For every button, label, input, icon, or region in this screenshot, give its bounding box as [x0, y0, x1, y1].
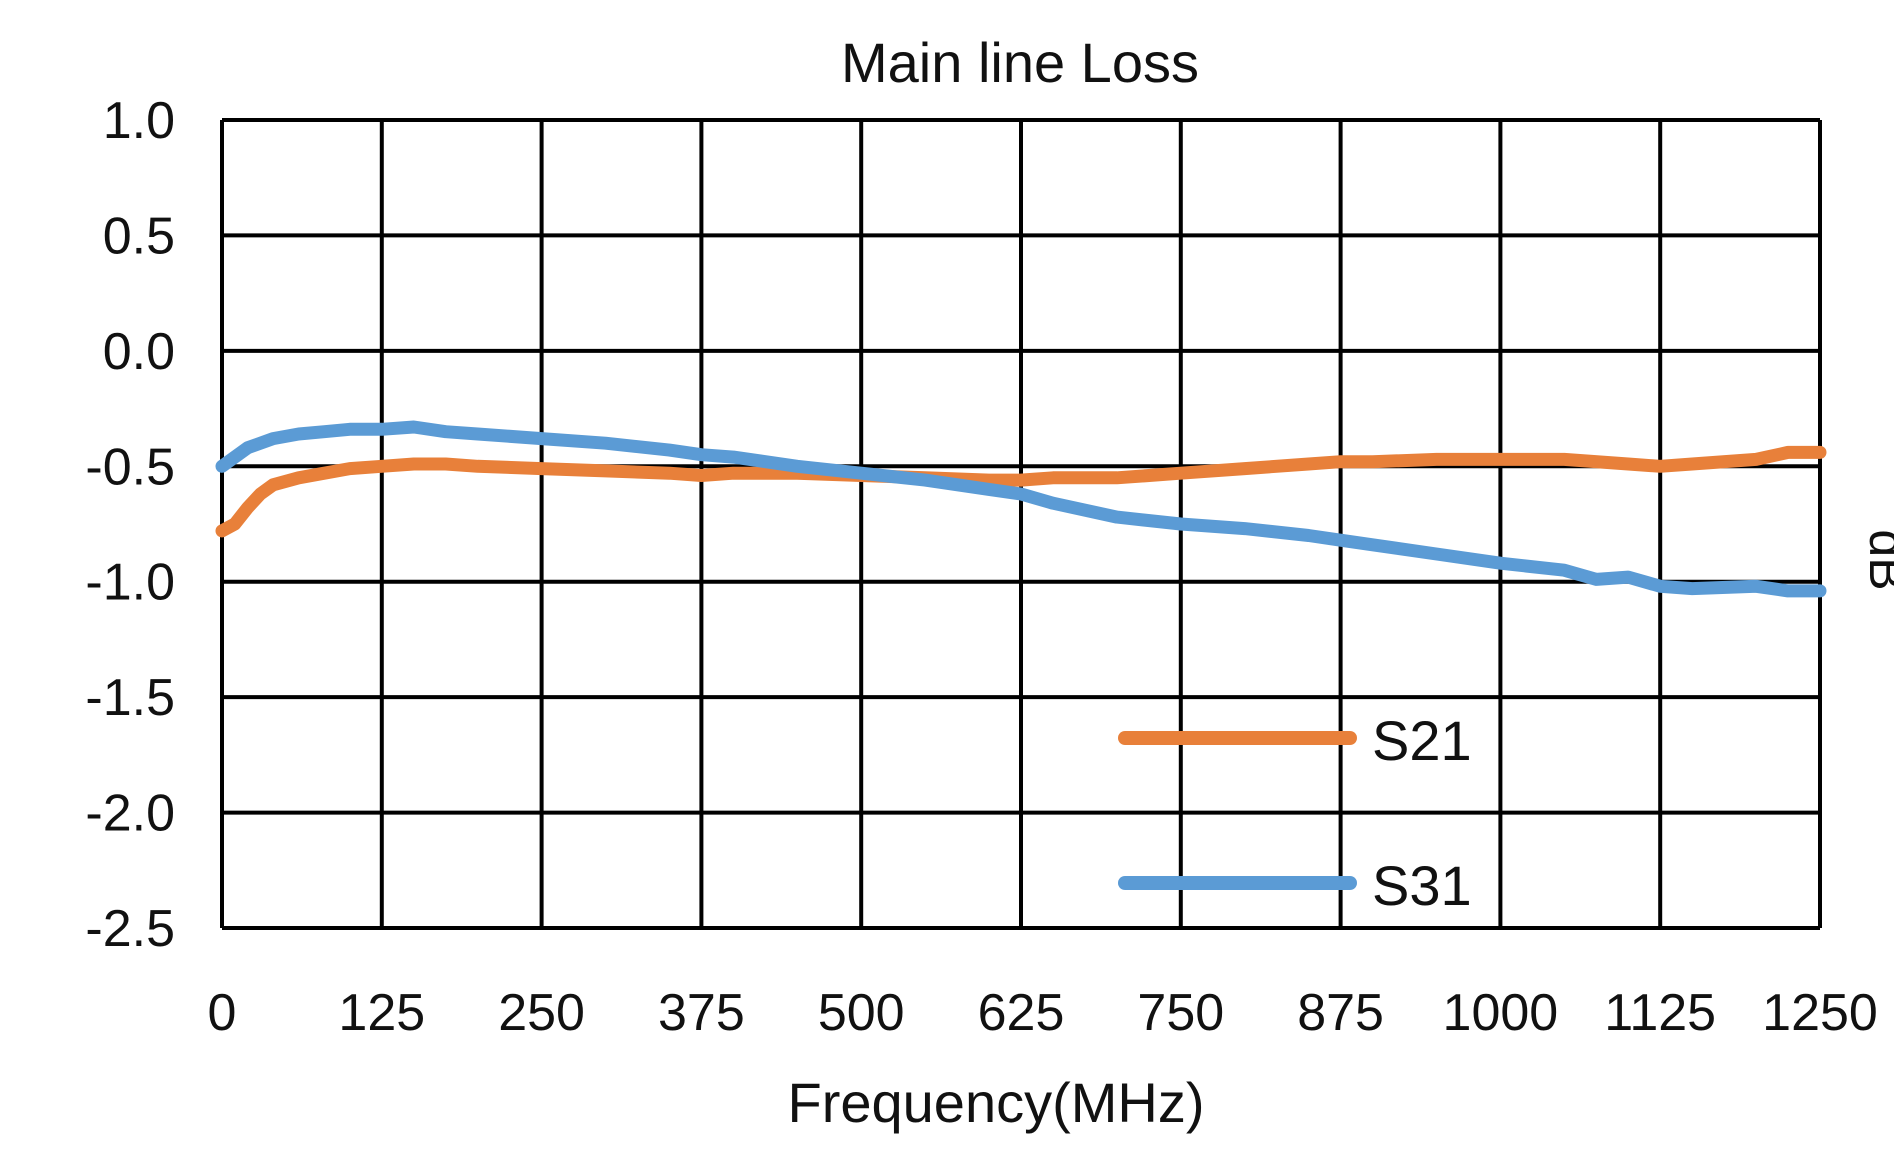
y-tick-label: -2.5: [85, 900, 175, 958]
chart-title: Main line Loss: [841, 31, 1199, 94]
x-tick-label: 375: [658, 984, 745, 1042]
legend-label-s21: S21: [1372, 709, 1472, 772]
y-tick-label: 0.5: [103, 207, 175, 265]
y-axis-label: dB: [1859, 529, 1894, 590]
y-tick-label: 0.0: [103, 323, 175, 381]
legend: S21 S31: [1118, 709, 1472, 917]
y-axis-ticks: 1.0 0.5 0.0 -0.5 -1.0 -1.5 -2.0 -2.5: [85, 92, 175, 958]
y-tick-label: -2.0: [85, 785, 175, 843]
x-tick-label: 250: [498, 984, 585, 1042]
grid: [220, 118, 1822, 930]
x-axis-ticks: 0 125 250 375 500 625 750 875 1000 1125 1250: [208, 984, 1878, 1042]
y-tick-label: 1.0: [103, 92, 175, 150]
x-tick-label: 0: [208, 984, 237, 1042]
x-tick-label: 875: [1297, 984, 1384, 1042]
legend-label-s31: S31: [1372, 854, 1472, 917]
y-tick-label: -1.0: [85, 554, 175, 612]
x-tick-label: 750: [1137, 984, 1224, 1042]
x-tick-label: 1250: [1762, 984, 1878, 1042]
y-tick-label: -1.5: [85, 669, 175, 727]
series-line-s31: [215, 420, 1827, 598]
x-tick-label: 125: [338, 984, 425, 1042]
x-tick-label: 625: [978, 984, 1065, 1042]
x-tick-label: 1000: [1443, 984, 1559, 1042]
x-tick-label: 1125: [1604, 984, 1716, 1042]
plot-lines: [215, 420, 1827, 598]
y-tick-label: -0.5: [85, 438, 175, 496]
x-axis-label: Frequency(MHz): [788, 1071, 1205, 1134]
x-tick-label: 500: [818, 984, 905, 1042]
